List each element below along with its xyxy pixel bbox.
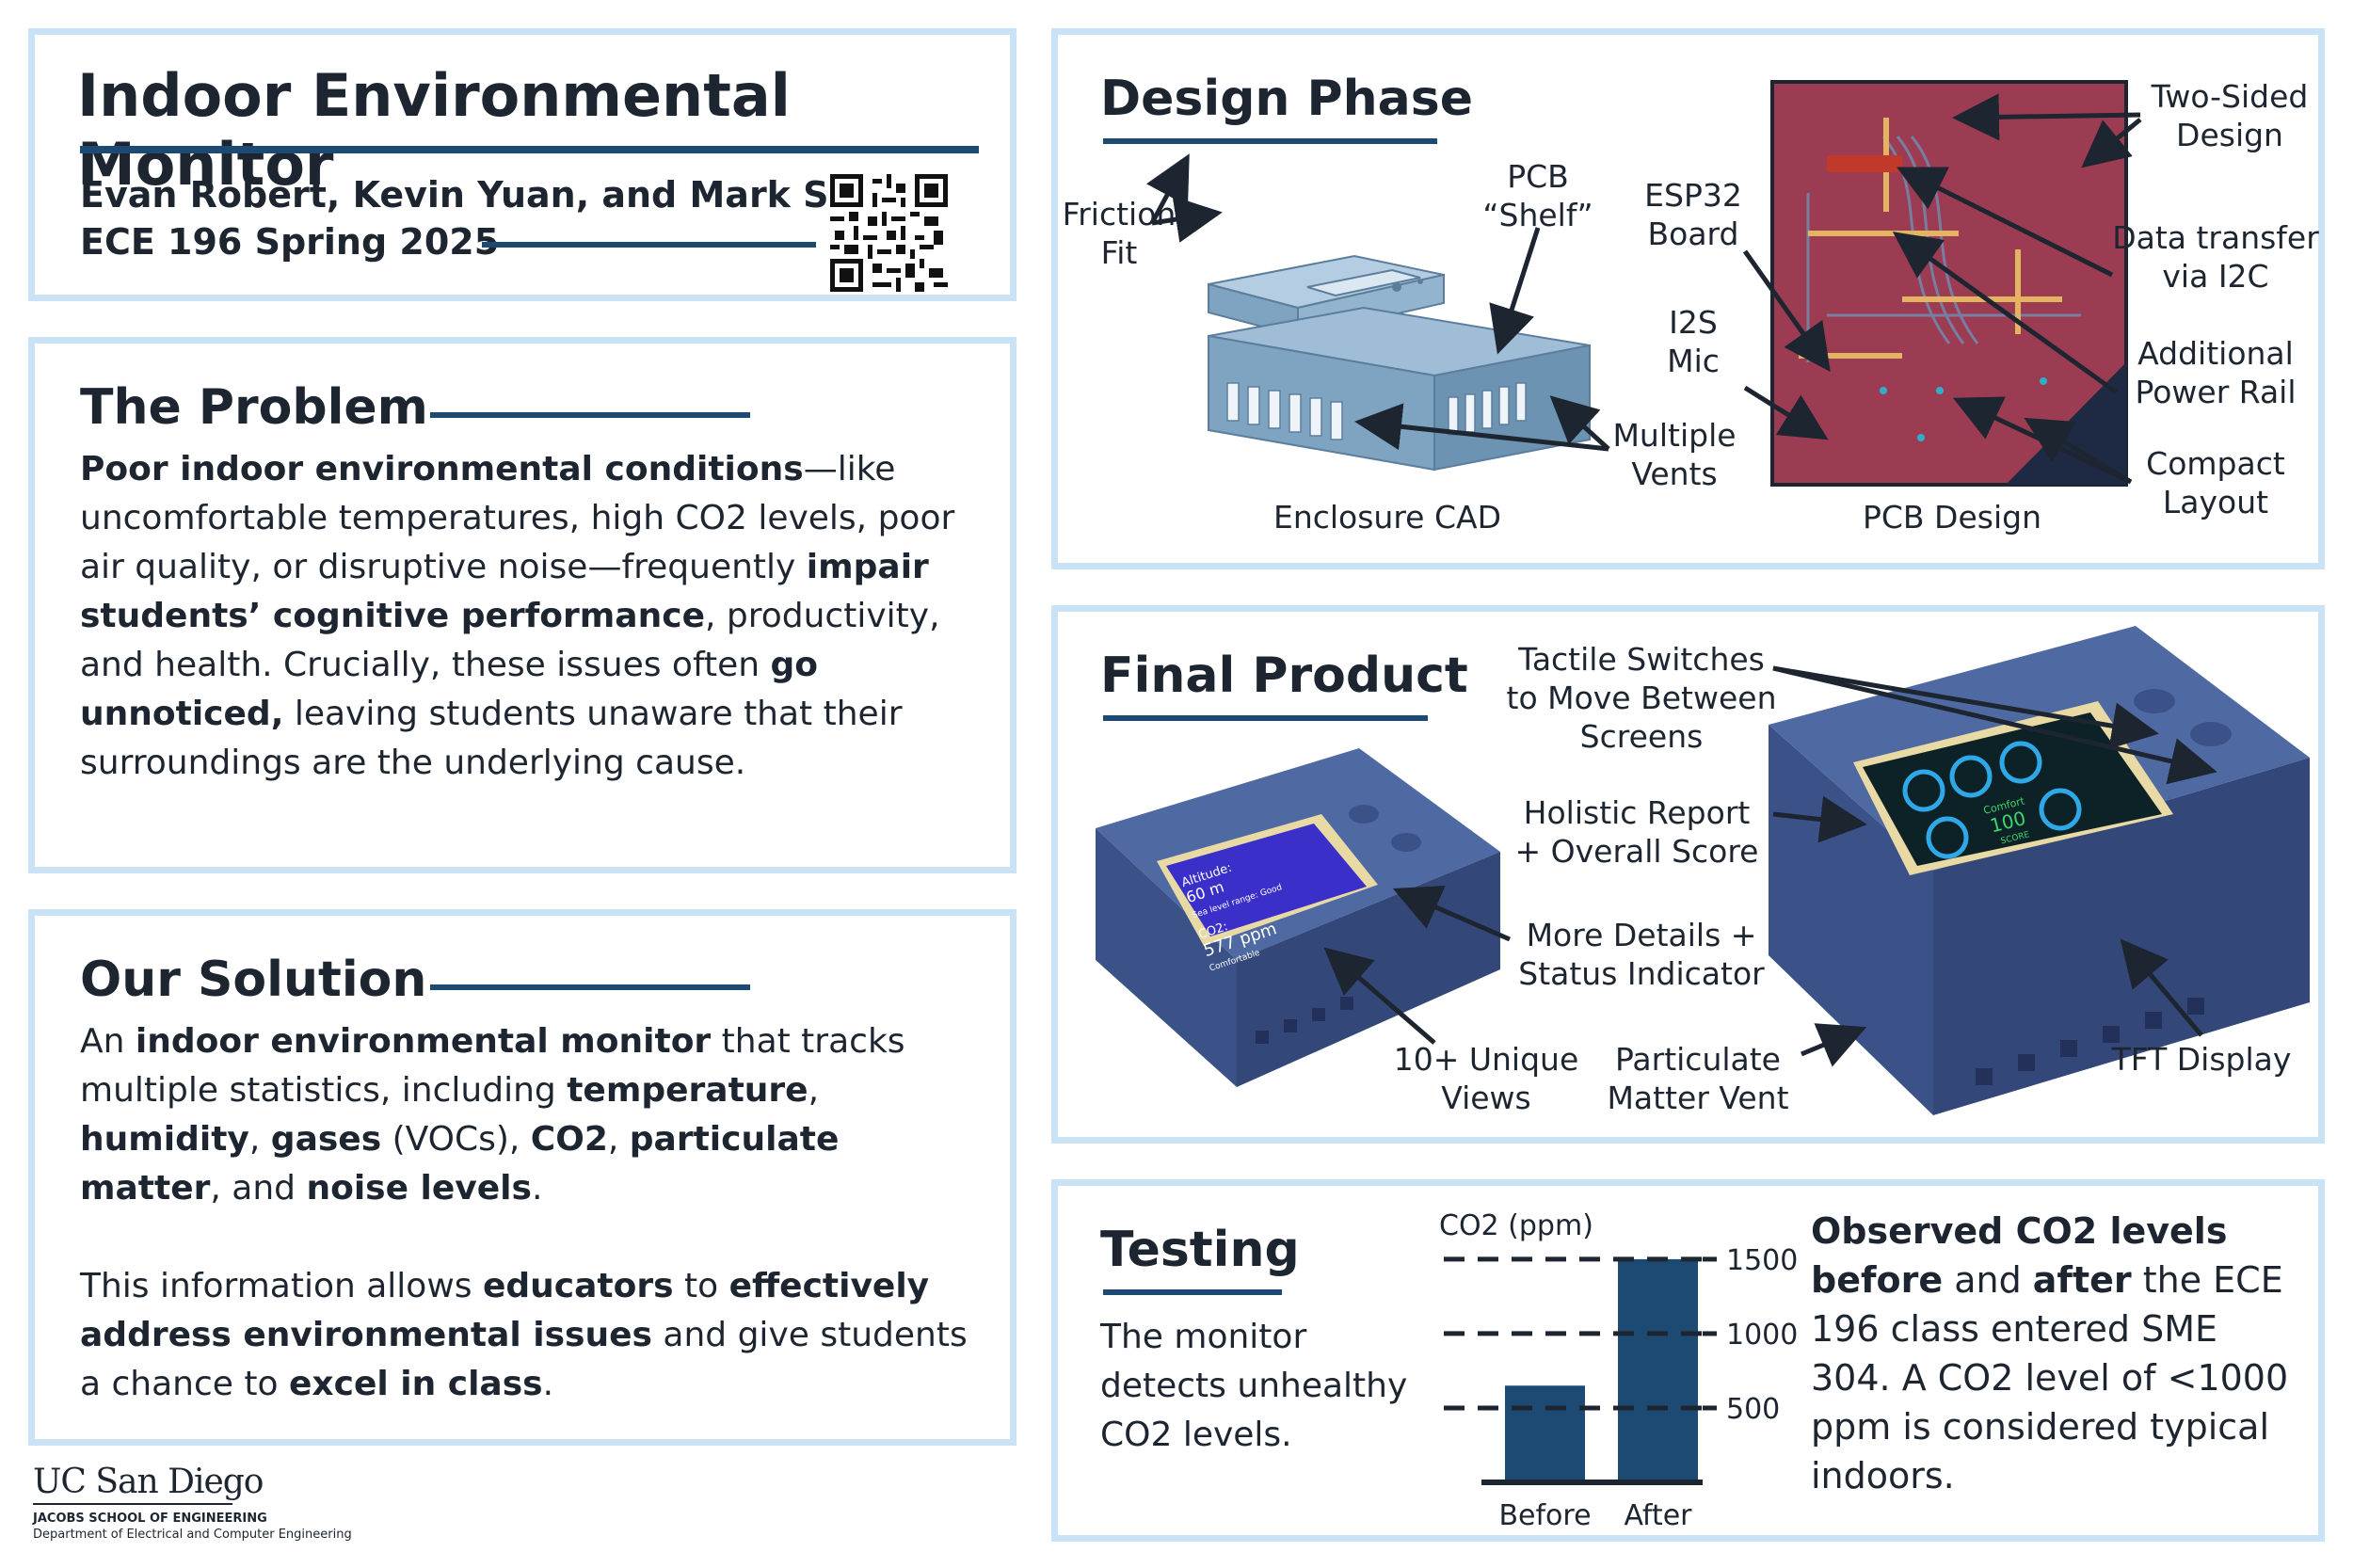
- solution-a-b5: CO2: [530, 1120, 608, 1159]
- title-rule: [80, 146, 979, 153]
- solution-a-t1: An: [80, 1022, 136, 1061]
- testing-rule: [1103, 1289, 1282, 1295]
- poster-title: Indoor Environmental Monitor: [77, 61, 791, 199]
- label-unique-views: 10+ Unique Views: [1393, 1041, 1579, 1116]
- ucsd-logo-name: UC San Diego: [33, 1463, 264, 1501]
- label-tactile-switches: Tactile Switches to Move Between Screens: [1506, 641, 1777, 755]
- chart-bar-before: [1505, 1385, 1585, 1482]
- solution-rule: [430, 984, 750, 990]
- solution-b-b3: excel in class: [288, 1365, 543, 1403]
- problem-text-1: —like uncomfortable temperatures, high C…: [80, 450, 955, 586]
- label-pcb-shelf: PCB “Shelf”: [1482, 158, 1593, 233]
- solution-a-b7: noise levels: [306, 1169, 532, 1208]
- chart-category-label: Before: [1498, 1499, 1591, 1532]
- course-rule: [482, 242, 816, 248]
- chart-bar-after: [1618, 1258, 1698, 1482]
- solution-a-b6: particulate matter: [80, 1120, 840, 1208]
- label-esp32-board: ESP32 Board: [1644, 177, 1742, 252]
- solution-a-t3: ,: [808, 1071, 820, 1110]
- solution-panel: Our Solution An indoor environmental mon…: [28, 909, 1016, 1446]
- label-power-rail: Additional Power Rail: [2135, 335, 2297, 410]
- final-panel: Final Product Altitude: 60 m Sea level r…: [1051, 605, 2325, 1144]
- ucsd-logo: UC San Diego JACOBS SCHOOL OF ENGINEERIN…: [33, 1464, 428, 1558]
- co2-chart: CO2 (ppm) 500 1000 1500 Before After: [1439, 1209, 1798, 1532]
- problem-emphasis-3: go unnoticed,: [80, 646, 819, 733]
- solution-a-t6: ,: [607, 1120, 630, 1159]
- pcb-design-image: [1770, 80, 2128, 487]
- ucsd-logo-department: Department of Electrical and Computer En…: [33, 1528, 352, 1542]
- design-rule: [1103, 138, 1437, 144]
- chart-tick-label: 500: [1726, 1393, 1780, 1426]
- problem-text-2: , productivity, and health. Crucially, t…: [80, 597, 940, 684]
- pcb-design-caption: PCB Design: [1862, 499, 2041, 536]
- testing-heading: Testing: [1100, 1222, 1300, 1278]
- chart-tick-label: 1500: [1726, 1244, 1798, 1277]
- chart-tick-label: 1000: [1726, 1319, 1798, 1352]
- solution-b-b1: educators: [482, 1267, 674, 1305]
- label-particulate-vent: Particulate Matter Vent: [1607, 1041, 1789, 1116]
- solution-a-t2: that tracks multiple statistics, includi…: [80, 1022, 905, 1110]
- label-i2c: Data transfer via I2C: [2112, 219, 2319, 295]
- label-multiple-vents: Multiple Vents: [1612, 417, 1737, 492]
- obs-emphasis-1: Observed CO2 levels before: [1811, 1210, 2228, 1301]
- observations-text: Observed CO2 levels before and after the…: [1811, 1207, 2300, 1500]
- authors: Evan Robert, Kevin Yuan, and Mark Sui: [80, 174, 867, 216]
- solution-a-b3: humidity: [80, 1120, 249, 1159]
- problem-panel: The Problem Poor indoor environmental co…: [28, 337, 1016, 873]
- solution-a-t4: ,: [248, 1120, 271, 1159]
- title-panel: Indoor Environmental Monitor Evan Robert…: [28, 28, 1016, 301]
- design-heading: Design Phase: [1100, 71, 1473, 127]
- final-rule: [1103, 715, 1428, 721]
- problem-heading: The Problem: [80, 379, 428, 436]
- solution-a-b4: gases: [270, 1120, 382, 1159]
- course: ECE 196 Spring 2025: [80, 221, 500, 263]
- qr-code-icon[interactable]: [830, 174, 948, 292]
- chart-category-label: After: [1624, 1499, 1692, 1532]
- solution-b-t1: This information allows: [80, 1267, 483, 1305]
- label-two-sided: Two-Sided Design: [2151, 78, 2309, 153]
- testing-text: The monitor detects unhealthy CO2 levels…: [1100, 1318, 1408, 1454]
- device-right-image: Comfort 100 SCORE: [1769, 626, 2310, 1115]
- testing-panel: Testing The monitor detects unhealthy CO…: [1051, 1179, 2325, 1542]
- enclosure-cad-caption: Enclosure CAD: [1273, 499, 1502, 536]
- obs-text-2: the ECE 196 class entered SME 304. A CO2…: [1811, 1259, 2289, 1496]
- label-tft-display: TFT Display: [2111, 1041, 2292, 1078]
- problem-emphasis-2: impair students’ cognitive performance: [80, 548, 929, 635]
- solution-heading: Our Solution: [80, 952, 427, 1008]
- solution-a-b1: indoor environmental monitor: [135, 1022, 712, 1061]
- solution-b-b2: effectively address environmental issues: [80, 1267, 930, 1354]
- solution-a-b2: temperature: [567, 1071, 808, 1110]
- obs-text-1: and: [1943, 1259, 2033, 1301]
- problem-text: Poor indoor environmental conditions—lik…: [80, 445, 955, 788]
- solution-a-t7: , and: [210, 1169, 307, 1208]
- design-panel: Design Phase: [1051, 28, 2325, 569]
- ucsd-logo-school: JACOBS SCHOOL OF ENGINEERING: [33, 1512, 267, 1526]
- problem-rule: [430, 412, 750, 418]
- solution-b-t2: to: [673, 1267, 729, 1305]
- solution-a-t5: (VOCs),: [381, 1120, 531, 1159]
- label-holistic-report: Holistic Report + Overall Score: [1514, 794, 1759, 870]
- label-compact-layout: Compact Layout: [2146, 445, 2285, 520]
- solution-b-t3: and give students a chance to: [80, 1316, 968, 1403]
- problem-text-3: leaving students unaware that their surr…: [80, 695, 903, 782]
- problem-emphasis-1: Poor indoor environmental conditions: [80, 450, 804, 488]
- final-arrows: [1323, 665, 2217, 1067]
- solution-b-t4: .: [542, 1365, 554, 1403]
- obs-emphasis-2: after: [2032, 1259, 2132, 1301]
- solution-text-b: This information allows educators to eff…: [80, 1262, 969, 1409]
- enclosure-vents: [1226, 382, 1527, 440]
- solution-a-t8: .: [531, 1169, 543, 1208]
- label-i2s-mic: I2S Mic: [1667, 304, 1720, 379]
- final-heading: Final Product: [1100, 648, 1468, 704]
- label-more-details: More Details + Status Indicator: [1518, 917, 1765, 992]
- solution-text-a: An indoor environmental monitor that tra…: [80, 1017, 969, 1213]
- ucsd-logo-rule: [33, 1503, 232, 1505]
- design-arrows: [1146, 93, 2142, 485]
- chart-ylabel: CO2 (ppm): [1439, 1209, 1593, 1242]
